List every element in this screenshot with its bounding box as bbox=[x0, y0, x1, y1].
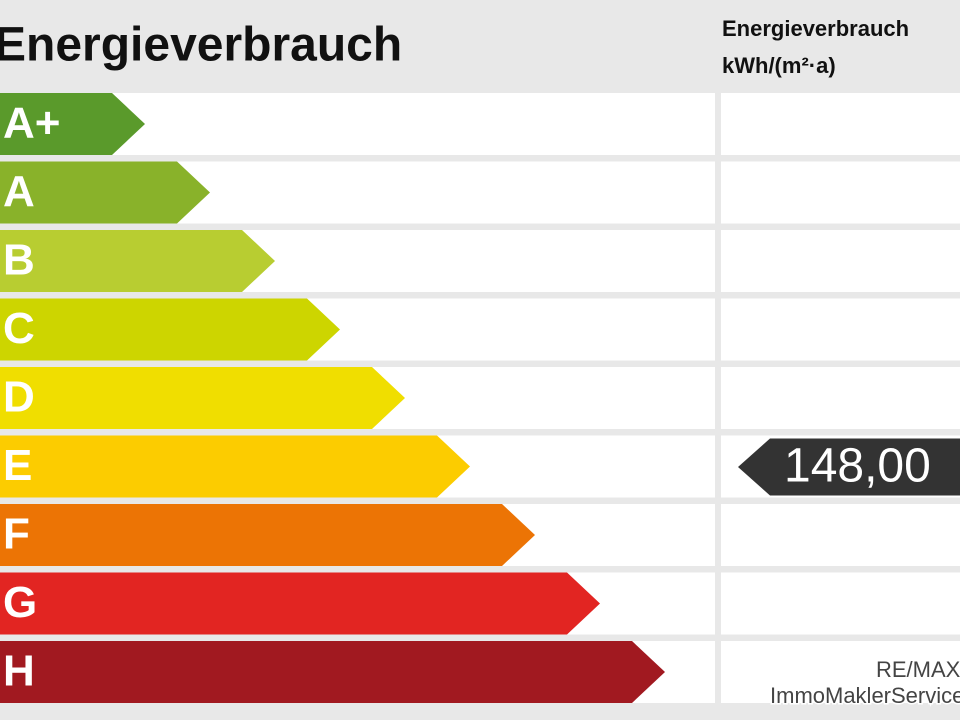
column-unit: kWh/(m²·a) bbox=[722, 53, 836, 78]
class-arrow bbox=[0, 572, 600, 635]
row-right bbox=[721, 230, 960, 292]
footer-line: ImmoMaklerService bbox=[770, 683, 960, 708]
class-arrow bbox=[0, 298, 340, 361]
class-arrow bbox=[0, 93, 145, 155]
row-right bbox=[721, 93, 960, 155]
row-right bbox=[721, 161, 960, 224]
footer-line: RE/MAX bbox=[876, 657, 960, 682]
class-label: A bbox=[3, 167, 35, 216]
class-arrow bbox=[0, 641, 665, 703]
class-label: A+ bbox=[3, 99, 60, 148]
row-right bbox=[721, 504, 960, 566]
class-label: C bbox=[3, 304, 35, 353]
class-label: B bbox=[3, 236, 35, 285]
row-right bbox=[721, 572, 960, 635]
class-arrow bbox=[0, 435, 470, 498]
class-arrow bbox=[0, 504, 535, 566]
row-right bbox=[721, 298, 960, 361]
class-label: H bbox=[3, 647, 35, 696]
class-arrow bbox=[0, 367, 405, 429]
row-right bbox=[721, 367, 960, 429]
row-right bbox=[721, 641, 960, 703]
class-label: G bbox=[3, 578, 37, 627]
title: Energieverbrauch bbox=[0, 19, 402, 72]
class-label: E bbox=[3, 441, 32, 490]
class-arrow bbox=[0, 230, 275, 292]
value-text: 148,00 bbox=[784, 440, 931, 493]
class-label: D bbox=[3, 373, 35, 422]
class-arrow bbox=[0, 161, 210, 224]
value-marker bbox=[738, 438, 960, 496]
column-title: Energieverbrauch bbox=[722, 16, 909, 41]
class-label: F bbox=[3, 510, 30, 559]
